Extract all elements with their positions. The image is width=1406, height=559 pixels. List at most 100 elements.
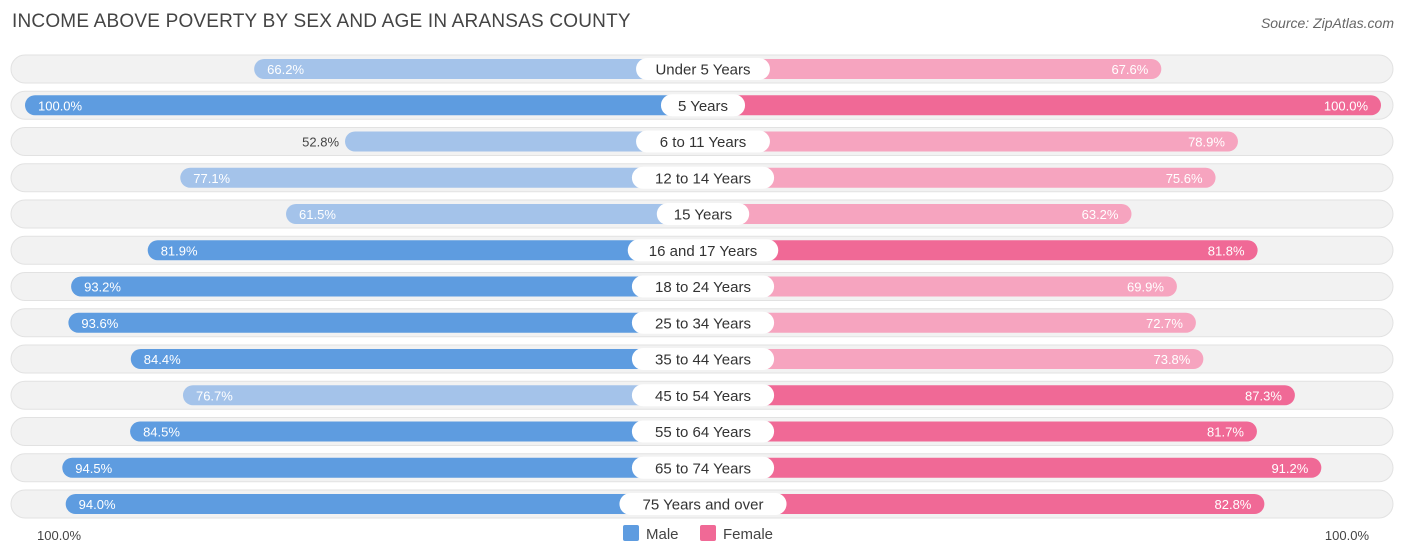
chart-row: 65 to 74 Years 94.5% 91.2% (10, 453, 1394, 483)
legend-female-label: Female (723, 526, 773, 543)
male-value-label: 76.7% (196, 388, 233, 403)
male-value-label: 93.2% (84, 280, 121, 295)
male-bar (130, 421, 704, 442)
chart-row: 75 Years and over 94.0% 82.8% (10, 489, 1394, 519)
male-value-label: 94.0% (79, 497, 116, 512)
chart-row: 6 to 11 Years 52.8% 78.9% (10, 127, 1394, 156)
category-label: 55 to 64 Years (655, 424, 751, 441)
female-bar (703, 59, 1162, 79)
female-value-label: 63.2% (1082, 207, 1119, 222)
male-value-label: 84.5% (143, 425, 180, 440)
chart-row: 25 to 34 Years 93.6% 72.7% (10, 308, 1394, 338)
category-pill (631, 420, 775, 443)
category-label: 18 to 24 Years (655, 279, 751, 296)
female-value-label: 100.0% (1324, 98, 1369, 113)
male-bar (345, 131, 703, 152)
category-label: 15 Years (674, 207, 732, 224)
legend-male-swatch (623, 525, 639, 541)
category-pill (631, 348, 775, 370)
category-label: 75 Years and over (643, 497, 764, 514)
male-bar (254, 59, 703, 79)
female-bar (703, 240, 1258, 261)
chart-row: 55 to 64 Years 84.5% 81.7% (10, 417, 1394, 446)
category-pill (636, 58, 770, 80)
female-value-label: 78.9% (1188, 135, 1225, 150)
male-bar (71, 276, 703, 297)
category-pill (619, 493, 787, 515)
female-bar (703, 204, 1132, 224)
male-bar (62, 457, 704, 478)
female-bar (703, 95, 1381, 116)
female-value-label: 82.8% (1215, 497, 1252, 512)
chart-row: 12 to 14 Years 77.1% 75.6% (10, 163, 1394, 193)
chart-row: 15 Years 61.5% 63.2% (10, 199, 1394, 229)
female-value-label: 73.8% (1153, 352, 1190, 367)
chart-source: Source: ZipAtlas.com (1260, 15, 1394, 31)
category-label: 6 to 11 Years (660, 134, 746, 151)
chart-row: 16 and 17 Years 81.9% 81.8% (10, 235, 1394, 265)
male-value-label: 94.5% (75, 461, 112, 476)
chart-row: Under 5 Years 66.2% 67.6% (10, 54, 1394, 84)
category-label: Under 5 Years (655, 62, 750, 79)
category-pill (631, 166, 775, 189)
male-value-label: 81.9% (161, 243, 198, 258)
male-bar (180, 167, 704, 188)
category-pill (656, 203, 750, 225)
category-pill (631, 275, 775, 298)
male-value-label: 93.6% (81, 316, 118, 331)
chart-row: 45 to 54 Years 76.7% 87.3% (10, 380, 1394, 410)
female-bar (703, 312, 1196, 333)
female-bar (703, 131, 1238, 152)
category-label: 12 to 14 Years (655, 170, 751, 187)
chart-row: 18 to 24 Years 93.2% 69.9% (10, 272, 1394, 301)
category-label: 45 to 54 Years (655, 388, 751, 405)
legend-male-label: Male (646, 526, 679, 543)
female-value-label: 81.8% (1208, 243, 1245, 258)
category-pill (631, 456, 775, 479)
category-pill (631, 384, 775, 407)
male-value-label: 77.1% (193, 171, 230, 186)
axis-right-label: 100.0% (1325, 528, 1370, 543)
category-label: 35 to 44 Years (655, 352, 751, 369)
female-value-label: 72.7% (1146, 316, 1183, 331)
male-bar (182, 385, 703, 406)
female-value-label: 69.9% (1127, 280, 1164, 295)
male-bar (25, 95, 703, 116)
female-bar (703, 385, 1295, 406)
male-bar (68, 312, 704, 333)
female-bar (703, 167, 1216, 188)
category-pill (636, 130, 770, 153)
category-label: 16 and 17 Years (649, 243, 757, 260)
female-value-label: 87.3% (1245, 388, 1282, 403)
category-label: 5 Years (678, 98, 728, 115)
chart-row: 35 to 44 Years 84.4% 73.8% (10, 344, 1394, 374)
chart-row: 5 Years 100.0% 100.0% (10, 90, 1394, 120)
male-value-label: 52.8% (302, 135, 339, 150)
male-value-label: 61.5% (299, 207, 336, 222)
female-value-label: 75.6% (1166, 171, 1203, 186)
male-bar (286, 204, 703, 224)
legend-female-swatch (700, 525, 716, 541)
category-label: 25 to 34 Years (655, 315, 751, 332)
category-pill (627, 239, 779, 262)
category-pill (631, 311, 775, 334)
male-bar (147, 240, 703, 261)
female-value-label: 91.2% (1271, 461, 1308, 476)
female-bar (703, 494, 1265, 514)
female-bar (703, 457, 1322, 478)
chart-title: INCOME ABOVE POVERTY BY SEX AND AGE IN A… (12, 11, 631, 32)
female-value-label: 67.6% (1111, 62, 1148, 77)
female-bar (703, 276, 1177, 297)
male-value-label: 84.4% (144, 352, 181, 367)
male-bar (130, 349, 703, 369)
female-bar (703, 349, 1204, 369)
female-value-label: 81.7% (1207, 425, 1244, 440)
male-value-label: 66.2% (267, 62, 304, 77)
category-label: 65 to 74 Years (655, 460, 751, 477)
category-pill (660, 94, 746, 117)
male-value-label: 100.0% (38, 98, 83, 113)
male-bar (65, 494, 704, 514)
legend: Male Female (623, 525, 773, 543)
axis-left-label: 100.0% (37, 528, 82, 543)
